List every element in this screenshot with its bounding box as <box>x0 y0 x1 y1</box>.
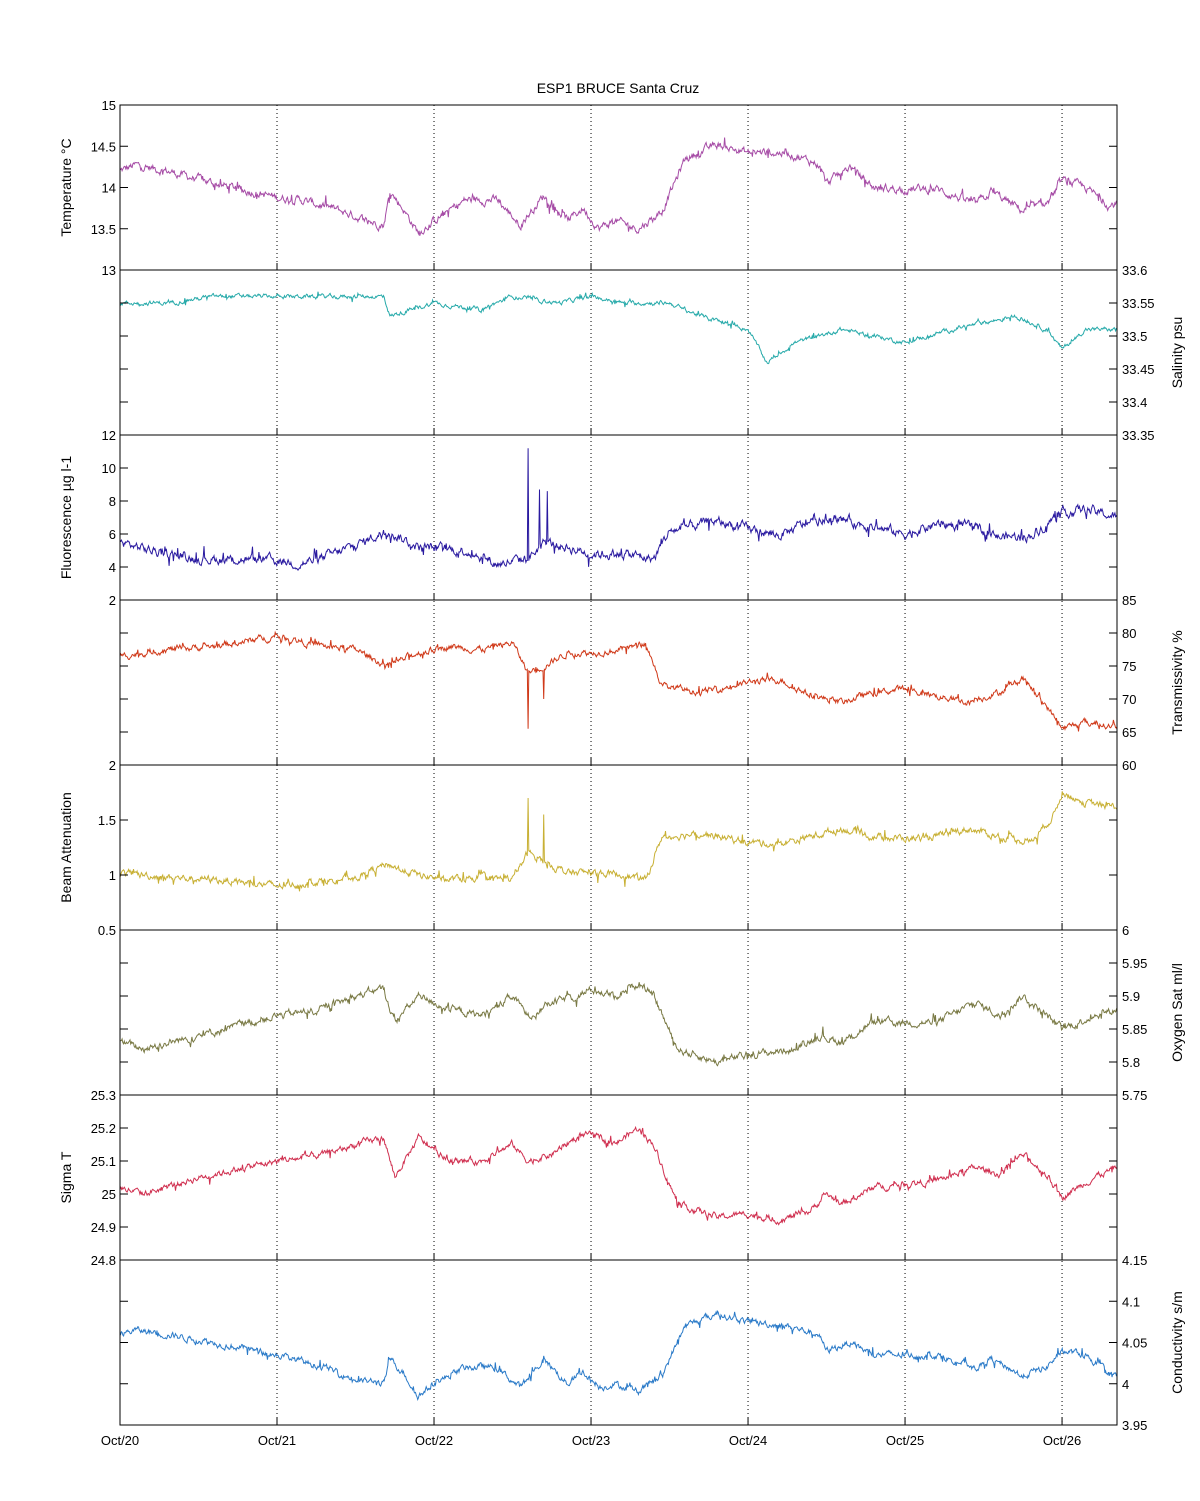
ytick-label-sigma_t-1: 24.9 <box>91 1220 116 1235</box>
ytick-label-transmissivity-3: 75 <box>1122 659 1136 674</box>
ytick-label-beam_attenuation-1: 1 <box>109 868 116 883</box>
ylabel-fluorescence: Fluorescence µg l-1 <box>58 456 74 579</box>
ytick-label-fluorescence-1: 4 <box>109 560 116 575</box>
ytick-label-transmissivity-2: 70 <box>1122 692 1136 707</box>
ylabel-transmissivity: Transmissivity % <box>1169 630 1185 735</box>
ytick-label-salinity-2: 33.45 <box>1122 362 1155 377</box>
ytick-label-oxygen_sat-5: 6 <box>1122 923 1129 938</box>
axis-ticks <box>119 104 1117 1426</box>
ytick-label-fluorescence-0: 2 <box>109 593 116 608</box>
xtick-label-oct-24: Oct/24 <box>729 1433 767 1448</box>
ytick-label-oxygen_sat-2: 5.85 <box>1122 1022 1147 1037</box>
ytick-label-beam_attenuation-3: 2 <box>109 758 116 773</box>
ytick-label-salinity-4: 33.55 <box>1122 296 1155 311</box>
ytick-label-fluorescence-5: 12 <box>102 428 116 443</box>
xtick-label-oct-20: Oct/20 <box>101 1433 139 1448</box>
series-line-sigma_t <box>119 1125 1118 1226</box>
ytick-label-sigma_t-3: 25.1 <box>91 1154 116 1169</box>
ytick-label-transmissivity-0: 60 <box>1122 758 1136 773</box>
ytick-label-conductivity-4: 4.15 <box>1122 1253 1147 1268</box>
ytick-label-temperature-3: 14.5 <box>91 139 116 154</box>
ytick-label-sigma_t-5: 25.3 <box>91 1088 116 1103</box>
ytick-label-oxygen_sat-4: 5.95 <box>1122 956 1147 971</box>
ytick-label-transmissivity-5: 85 <box>1122 593 1136 608</box>
ytick-label-salinity-5: 33.6 <box>1122 263 1147 278</box>
ylabel-oxygen_sat: Oxygen Sat ml/l <box>1169 963 1185 1062</box>
ytick-label-salinity-3: 33.5 <box>1122 329 1147 344</box>
ytick-label-fluorescence-3: 8 <box>109 494 116 509</box>
xtick-label-oct-21: Oct/21 <box>258 1433 296 1448</box>
ytick-label-sigma_t-0: 24.8 <box>91 1253 116 1268</box>
series-lines <box>119 137 1118 1402</box>
series-line-salinity <box>119 291 1118 365</box>
chart-title: ESP1 BRUCE Santa Cruz <box>537 80 700 96</box>
series-line-transmissivity <box>119 630 1118 732</box>
ytick-label-sigma_t-2: 25 <box>102 1187 116 1202</box>
ytick-label-salinity-1: 33.4 <box>1122 395 1147 410</box>
xtick-label-oct-25: Oct/25 <box>886 1433 924 1448</box>
ytick-label-fluorescence-4: 10 <box>102 461 116 476</box>
ytick-label-oxygen_sat-1: 5.8 <box>1122 1055 1140 1070</box>
ytick-label-conductivity-2: 4.05 <box>1122 1336 1147 1351</box>
series-line-fluorescence <box>119 448 1118 571</box>
ytick-label-sigma_t-4: 25.2 <box>91 1121 116 1136</box>
ytick-label-transmissivity-4: 80 <box>1122 626 1136 641</box>
xtick-label-oct-26: Oct/26 <box>1043 1433 1081 1448</box>
ylabel-conductivity: Conductivity s/m <box>1169 1291 1185 1394</box>
ylabel-temperature: Temperature °C <box>58 138 74 236</box>
ytick-label-temperature-1: 13.5 <box>91 222 116 237</box>
ytick-label-transmissivity-1: 65 <box>1122 725 1136 740</box>
ylabel-sigma_t: Sigma T <box>58 1151 74 1203</box>
ylabel-salinity: Salinity psu <box>1169 317 1185 389</box>
ytick-label-beam_attenuation-0: 0.5 <box>98 923 116 938</box>
series-line-temperature <box>119 137 1118 236</box>
ytick-label-conductivity-1: 4 <box>1122 1377 1129 1392</box>
ytick-label-temperature-0: 13 <box>102 263 116 278</box>
xtick-label-oct-23: Oct/23 <box>572 1433 610 1448</box>
ytick-label-salinity-0: 33.35 <box>1122 428 1155 443</box>
ylabel-beam_attenuation: Beam Attenuation <box>58 792 74 903</box>
ytick-label-temperature-4: 15 <box>102 98 116 113</box>
panel-frames <box>119 104 1118 1426</box>
series-line-oxygen_sat <box>119 982 1118 1067</box>
ytick-label-temperature-2: 14 <box>102 181 116 196</box>
ytick-label-conductivity-0: 3.95 <box>1122 1418 1147 1433</box>
series-line-beam_attenuation <box>119 791 1118 892</box>
ytick-label-fluorescence-2: 6 <box>109 527 116 542</box>
ytick-label-oxygen_sat-3: 5.9 <box>1122 989 1140 1004</box>
series-line-conductivity <box>119 1309 1118 1402</box>
xtick-label-oct-22: Oct/22 <box>415 1433 453 1448</box>
ytick-label-oxygen_sat-0: 5.75 <box>1122 1088 1147 1103</box>
ytick-label-conductivity-3: 4.1 <box>1122 1294 1140 1309</box>
ytick-label-beam_attenuation-2: 1.5 <box>98 813 116 828</box>
